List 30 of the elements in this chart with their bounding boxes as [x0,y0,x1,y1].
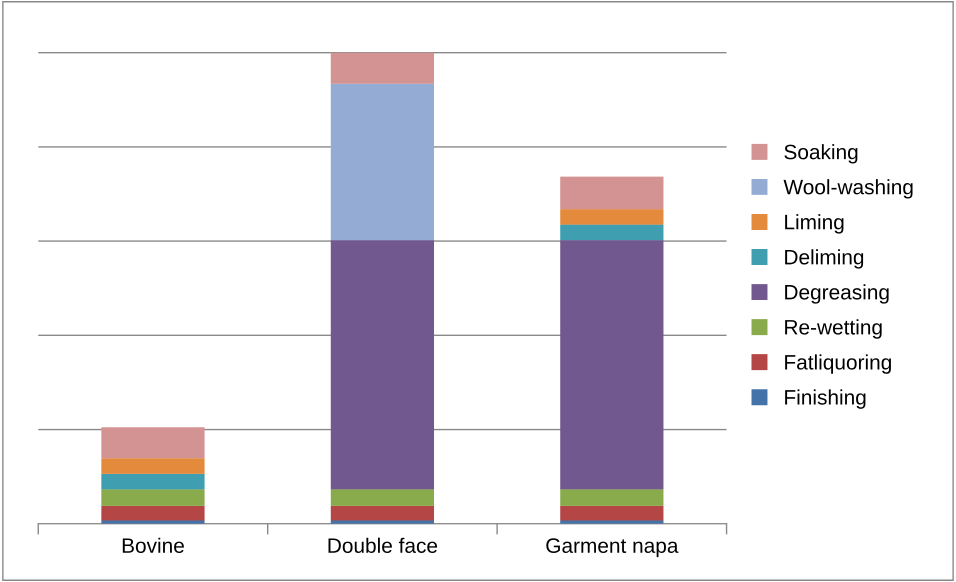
legend-label: Liming [785,214,844,234]
bar [101,489,205,506]
x-tick-label: Bovine [122,538,184,553]
bar [330,84,434,240]
legend-label: Wool-washing [784,179,913,199]
bar [560,224,664,240]
bar [330,506,434,520]
bar [560,176,664,210]
bar [101,427,205,458]
bar [560,506,664,520]
legend-label: Soaking [784,144,858,164]
bar [330,520,434,524]
bar [560,209,664,225]
bar [101,474,205,490]
bar [101,520,205,524]
bar [560,240,664,490]
legend-label: Deliming [785,249,864,269]
x-tick-label: Double face [328,538,438,553]
legend-label: Finishing [785,389,866,409]
bar [560,489,664,506]
bar [560,520,664,524]
x-tick-label: Garment napa [546,538,678,558]
legend-label: Re-wetting [785,319,882,339]
legend-label: Fatliquoring [785,354,891,374]
bar [330,240,434,490]
bar [330,489,434,506]
bar [330,52,434,84]
bar [101,506,205,520]
legend-label: Degreasing [785,284,889,304]
bar [101,458,205,474]
